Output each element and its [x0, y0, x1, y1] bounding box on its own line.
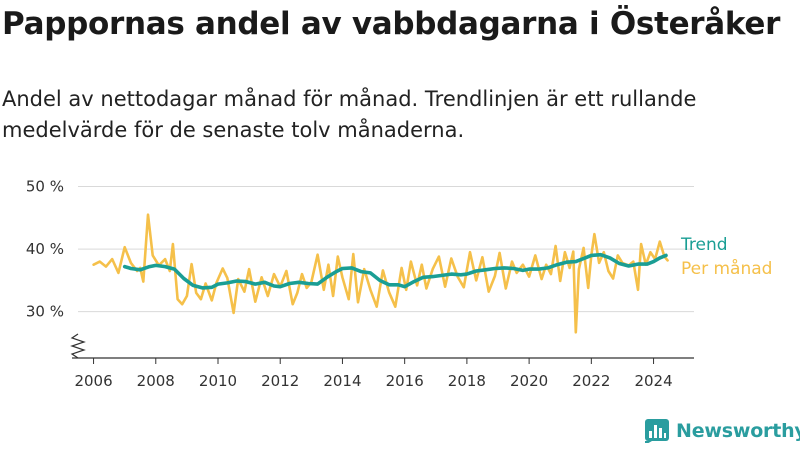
monthly-series-label: Per månad: [681, 258, 772, 279]
trend-series-label: Trend: [680, 235, 728, 255]
x-tick-label: 2020: [510, 372, 548, 390]
page-title: Pappornas andel av vabbdagarna i Österåk…: [2, 6, 781, 42]
axis-break-icon: [70, 333, 86, 359]
label-layer: Trend Per månad: [680, 235, 772, 279]
series-layer: [92, 213, 669, 334]
x-tick-label: 2016: [386, 372, 424, 390]
x-tick-label: 2014: [323, 372, 361, 390]
monthly-line: [92, 213, 669, 334]
x-tick-label: 2012: [261, 372, 299, 390]
newsworthy-logo-icon: [645, 419, 669, 443]
grid-layer: [78, 186, 694, 313]
axis-layer: 30 % 40 % 50 % 2006 2008 2010 2012 2014 2016 2018…: [26, 178, 694, 390]
chart-subtitle: Andel av nettodagar månad för månad. Tre…: [2, 87, 697, 142]
brand-name: Newsworthy: [676, 420, 800, 442]
x-tick-label: 2008: [137, 372, 175, 390]
brand-logo[interactable]: Newsworthy: [645, 419, 800, 443]
y-tick-label: 40 %: [26, 240, 64, 258]
x-tick-label: 2010: [199, 372, 237, 390]
trend-line: [122, 252, 668, 290]
x-tick-label: 2024: [634, 372, 672, 390]
y-tick-label: 30 %: [26, 303, 64, 321]
x-tick-label: 2018: [448, 372, 486, 390]
y-tick-label: 50 %: [26, 178, 64, 196]
x-tick-label: 2006: [74, 372, 112, 390]
x-tick-label: 2022: [572, 372, 610, 390]
